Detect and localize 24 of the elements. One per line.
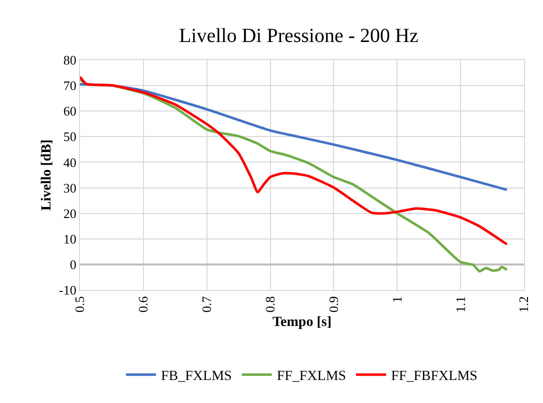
y-tick-label: 30 xyxy=(63,180,76,196)
y-tick-label: 80 xyxy=(63,52,76,68)
chart-title: Livello Di Pressione - 200 Hz xyxy=(178,25,418,48)
x-axis-title: Tempo [s] xyxy=(272,314,332,330)
y-tick-label: 20 xyxy=(63,206,76,221)
legend-label: FB_FXLMS xyxy=(161,369,232,384)
x-tick-label: 1.1 xyxy=(452,296,468,312)
x-tick-label: 1 xyxy=(389,296,404,303)
y-tick-label: 50 xyxy=(63,129,76,144)
x-tick-label: 0.7 xyxy=(199,296,214,312)
y-tick-label: -10 xyxy=(59,282,76,298)
x-tick-label: 1.2 xyxy=(516,296,532,312)
y-tick-label: 60 xyxy=(63,104,76,119)
y-tick-label: 0 xyxy=(70,256,76,272)
x-tick-label: 0.6 xyxy=(136,296,151,312)
legend-label: FF_FXLMS xyxy=(276,369,346,384)
y-axis-title: Livello [dB] xyxy=(40,139,55,211)
y-tick-label: 70 xyxy=(63,78,76,94)
x-tick-label: 0.5 xyxy=(72,296,88,312)
y-tick-label: 10 xyxy=(63,231,76,246)
y-tick-label: 40 xyxy=(63,154,76,170)
x-tick-label: 0.8 xyxy=(262,296,278,312)
legend-label: FF_FBFXLMS xyxy=(391,369,478,384)
x-tick-label: 0.9 xyxy=(326,296,341,312)
